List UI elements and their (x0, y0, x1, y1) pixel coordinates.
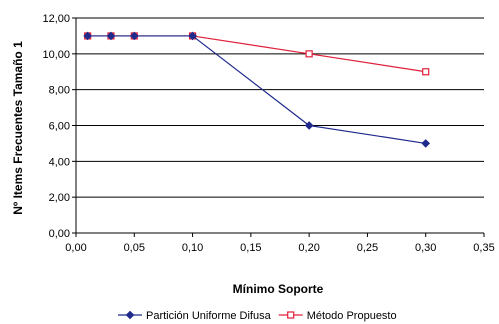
legend: Partición Uniforme Difusa Método Propuest… (118, 310, 397, 322)
legend-marker (287, 311, 295, 319)
data-point (422, 68, 430, 76)
y-tick-label: 10,00 (42, 49, 70, 61)
x-tick-label: 0,35 (473, 242, 494, 254)
x-tick-label: 0,20 (298, 242, 319, 254)
y-tick-label: 12,00 (42, 13, 70, 25)
data-point (305, 50, 313, 58)
series-1 (83, 31, 431, 148)
data-point (421, 139, 431, 148)
y-tick-label: 0,00 (49, 228, 70, 240)
axes (72, 17, 485, 237)
data-point (304, 121, 314, 130)
x-tick-label: 0,05 (124, 242, 145, 254)
legend-item-1: Partición Uniforme Difusa (118, 310, 272, 322)
data-point (83, 31, 92, 41)
y-axis-title: Nº Items Frecuentes Tamaño 1 (11, 41, 25, 215)
grid-lines (76, 17, 484, 198)
y-tick-label: 6,00 (49, 121, 70, 133)
y-tick-labels: 0,00 2,00 4,00 6,00 8,00 10,00 12,00 (42, 13, 70, 240)
legend-label: Partición Uniforme Difusa (146, 310, 272, 322)
y-tick-label: 2,00 (49, 192, 70, 204)
x-tick-label: 0,15 (240, 242, 261, 254)
data-series (83, 31, 431, 148)
legend-marker (125, 310, 135, 320)
data-point (188, 31, 197, 41)
data-point (129, 31, 139, 41)
data-point (106, 31, 116, 41)
x-tick-labels: 0,00 0,05 0,10 0,15 0,20 0,25 0,30 0,35 (65, 242, 494, 254)
x-tick-label: 0,25 (357, 242, 378, 254)
x-axis-title: Mínimo Soporte (233, 282, 324, 296)
x-tick-label: 0,30 (415, 242, 436, 254)
x-tick-label: 0,00 (65, 242, 86, 254)
y-tick-label: 8,00 (49, 85, 70, 97)
x-tick-label: 0,10 (182, 242, 203, 254)
legend-item-2: Método Propuesto (278, 310, 397, 322)
y-tick-label: 4,00 (49, 156, 70, 168)
legend-label: Método Propuesto (307, 310, 397, 322)
